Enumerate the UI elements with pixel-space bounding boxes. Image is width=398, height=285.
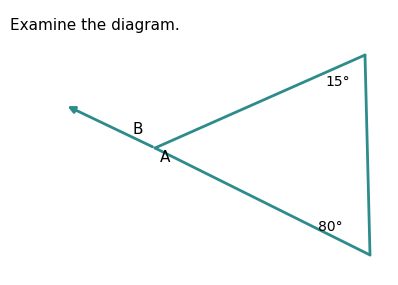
Text: A: A	[160, 150, 170, 166]
Text: B: B	[133, 123, 143, 137]
Text: 15°: 15°	[325, 75, 349, 89]
Text: 80°: 80°	[318, 220, 343, 234]
Text: Examine the diagram.: Examine the diagram.	[10, 18, 180, 33]
